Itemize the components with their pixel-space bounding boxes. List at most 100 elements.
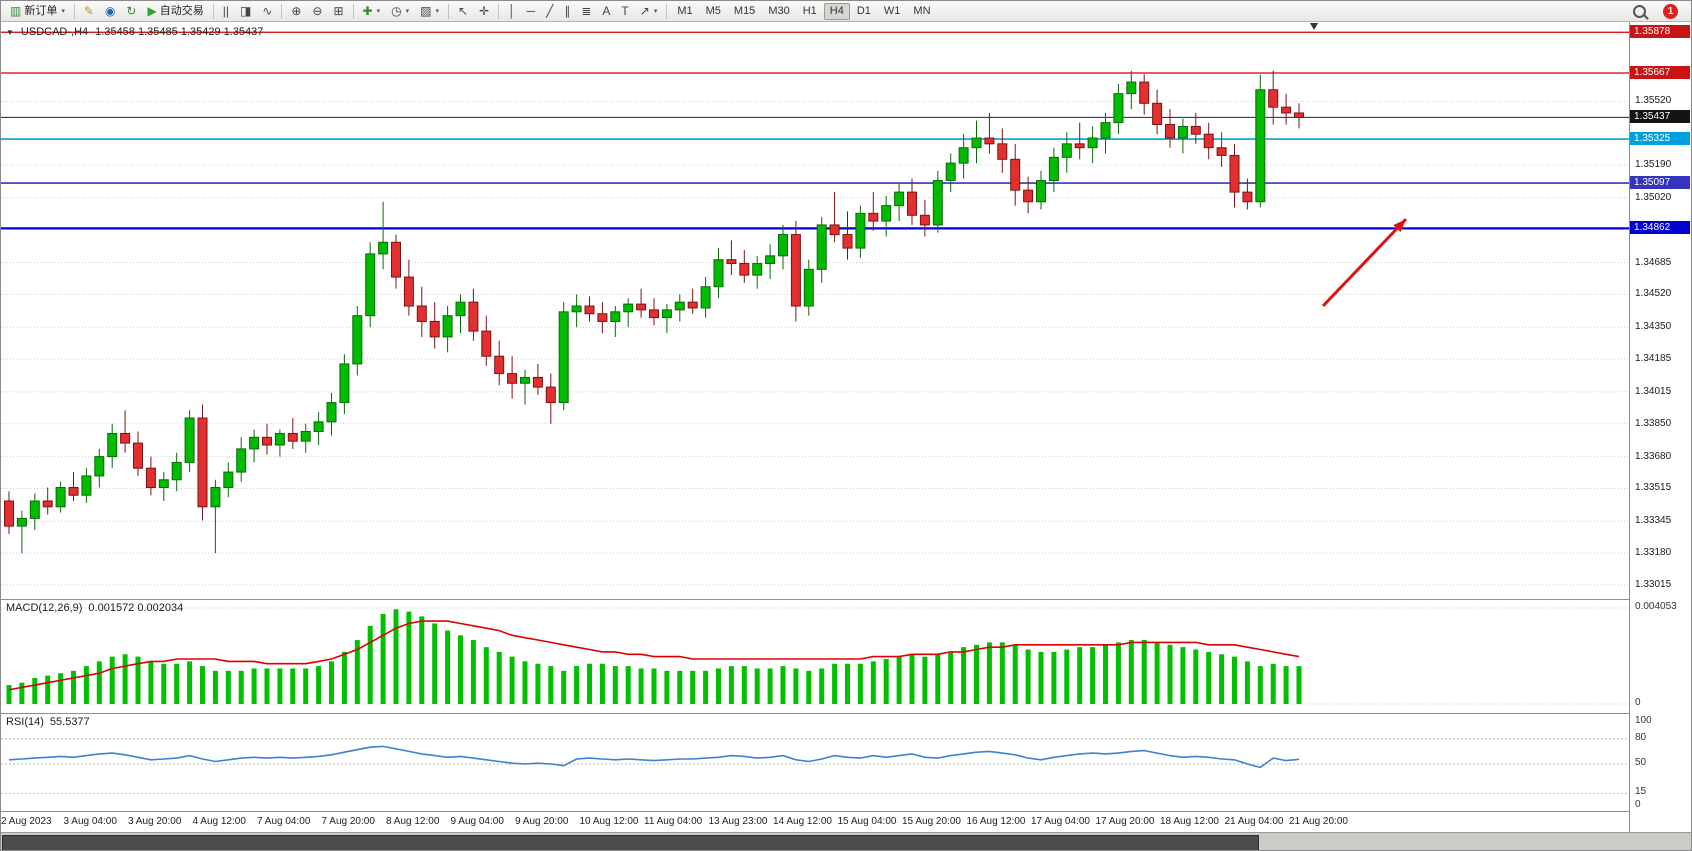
toolbar-right-group: 1 <box>1628 3 1689 20</box>
axis-tick-label: 0.004053 <box>1635 601 1677 612</box>
axis-tick-label: 100 <box>1635 715 1652 726</box>
new-order-button[interactable]: ▥ 新订单 ▾ <box>5 3 70 20</box>
time-axis-label: 9 Aug 04:00 <box>450 816 504 827</box>
chart-ohlc-values: 1.35458 1.35485 1.35429 1.35437 <box>95 26 264 38</box>
channel-icon[interactable]: ∥ <box>559 3 575 20</box>
zoom-out-icon[interactable]: ⊖ <box>307 3 327 20</box>
templates-icon[interactable]: ▨ ▾ <box>415 3 444 20</box>
line-chart-icon: ∿ <box>262 4 273 18</box>
toolbar-separator <box>498 3 500 19</box>
market-watch-icon: ◉ <box>104 4 116 18</box>
one-click-panel-toggle[interactable]: ▼ <box>6 27 14 37</box>
time-axis-label: 11 Aug 04:00 <box>644 816 703 827</box>
metaeditor-icon[interactable]: ✎ <box>79 3 99 20</box>
trendline-icon[interactable]: ╱ <box>541 3 558 20</box>
axis-tick-label: 1.33850 <box>1635 417 1672 429</box>
market-watch-icon[interactable]: ◉ <box>100 3 120 20</box>
toolbar-separator <box>212 3 214 19</box>
time-axis[interactable]: 2 Aug 2023 3 Aug 04:00 3 Aug 20:00 4 Aug 12… <box>1 811 1629 832</box>
axis-tick-label: 0 <box>1635 799 1641 810</box>
templates-icon: ▨ <box>420 4 432 18</box>
dropdown-caret-icon: ▾ <box>61 7 65 15</box>
red-arrow-annotation[interactable] <box>1321 218 1408 308</box>
indicators-icon[interactable]: ✚ ▾ <box>358 3 386 20</box>
price-level-box: 1.35097 <box>1630 176 1690 190</box>
rsi-chart[interactable] <box>1 714 1629 811</box>
refresh-icon: ↻ <box>126 4 137 18</box>
chart-header: ▼ USDCAD-,H4 1.35458 1.35485 1.35429 1.3… <box>6 26 263 38</box>
search-icon[interactable] <box>1628 3 1651 20</box>
indicators-icon: ✚ <box>362 4 373 18</box>
time-axis-label: 21 Aug 20:00 <box>1289 816 1348 827</box>
crosshair-icon[interactable]: ✛ <box>474 3 494 20</box>
time-axis-label: 7 Aug 04:00 <box>257 816 311 827</box>
periods-icon: ◷ <box>391 4 402 18</box>
axis-tick-label: 0 <box>1635 697 1641 708</box>
time-axis-label: 8 Aug 12:00 <box>386 816 440 827</box>
rsi-label: RSI(14) 55.5377 <box>6 716 90 728</box>
timeframe-m1[interactable]: M1 <box>671 3 698 20</box>
axis-tick-label: 15 <box>1635 786 1647 798</box>
refresh-icon[interactable]: ↻ <box>121 3 141 20</box>
notification-badge[interactable]: 1 <box>1658 3 1683 20</box>
price-chart[interactable] <box>1 22 1629 599</box>
price-axis[interactable]: 1.35520 1.35190 1.35020 1.34685 1.34520 1.343… <box>1629 22 1691 832</box>
arrows-icon[interactable]: ↗ ▾ <box>635 3 663 20</box>
periods-icon[interactable]: ◷ ▾ <box>386 3 414 20</box>
vertical-line-icon: │ <box>508 4 516 18</box>
timeframe-m5[interactable]: M5 <box>700 3 727 20</box>
bar-chart-icon[interactable]: || <box>218 3 234 20</box>
timeframe-m30[interactable]: M30 <box>762 3 795 20</box>
time-axis-label: 7 Aug 20:00 <box>321 816 375 827</box>
horizontal-line-icon[interactable]: ─ <box>522 3 541 20</box>
scrollbar-thumb[interactable] <box>2 835 1259 850</box>
autotrading-button[interactable]: ▶ 自动交易 <box>142 3 208 20</box>
axis-tick-label: 80 <box>1635 731 1647 743</box>
zoom-in-icon[interactable]: ⊕ <box>286 3 306 20</box>
horizontal-line-icon: ─ <box>526 4 536 18</box>
axis-tick-label: 1.33515 <box>1635 482 1672 494</box>
text-icon: A <box>602 4 611 18</box>
axis-tick-label: 1.35190 <box>1635 159 1672 171</box>
axis-tick-label: 1.35020 <box>1635 191 1672 203</box>
vertical-line-icon[interactable]: │ <box>503 3 521 20</box>
rsi-value: 55.5377 <box>49 716 90 728</box>
toolbar-separator <box>666 3 668 19</box>
zoom-in-icon: ⊕ <box>291 4 302 18</box>
fibonacci-icon[interactable]: ≣ <box>576 3 596 20</box>
macd-chart[interactable] <box>1 600 1629 713</box>
line-chart-icon[interactable]: ∿ <box>257 3 277 20</box>
horizontal-scrollbar[interactable] <box>1 832 1691 850</box>
zoom-out-icon: ⊖ <box>312 4 323 18</box>
cursor-icon[interactable]: ↖ <box>453 3 473 20</box>
toolbar-separator <box>447 3 449 19</box>
timeframe-m15[interactable]: M15 <box>728 3 761 20</box>
cursor-icon: ↖ <box>457 4 469 18</box>
new-order-button-label: 新订单 <box>24 4 58 17</box>
tile-windows-icon[interactable]: ⊞ <box>328 3 348 20</box>
candlestick-chart-icon[interactable]: ◨ <box>235 3 256 20</box>
metaeditor-icon: ✎ <box>83 4 94 18</box>
timeframe-w1[interactable]: W1 <box>878 3 907 20</box>
new-order-icon: ▥ <box>10 4 22 18</box>
time-axis-label: 18 Aug 12:00 <box>1160 816 1219 827</box>
macd-values: 0.001572 0.002034 <box>88 602 184 614</box>
toolbar: ▥ 新订单 ▾ ✎ ◉ ↻ ▶ 自动交易 || ◨ ∿ ⊕ ⊖ ⊞ ✚ ▾ ◷ ▾ ▨ ▾ ↖ ✛ │ ─ ╱ ∥ ≣ A T ↗ ▾ M1 M… <box>1 1 1691 22</box>
timeframe-d1[interactable]: D1 <box>851 3 877 20</box>
timeframe-h1[interactable]: H1 <box>797 3 823 20</box>
timeframe-mn[interactable]: MN <box>907 3 936 20</box>
text-label-icon[interactable]: T <box>616 3 633 20</box>
fibonacci-icon: ≣ <box>581 4 592 18</box>
time-axis-label: 3 Aug 20:00 <box>128 816 182 827</box>
dropdown-caret-icon: ▾ <box>376 7 381 15</box>
macd-pane: MACD(12,26,9) 0.001572 0.002034 <box>1 599 1629 713</box>
axis-tick-label: 1.33015 <box>1635 579 1672 590</box>
text-icon[interactable]: A <box>597 3 615 20</box>
text-label-icon: T <box>621 4 629 18</box>
toolbar-separator <box>73 3 75 19</box>
toolbar-separator <box>352 3 354 19</box>
price-level-box: 1.35437 <box>1630 110 1690 124</box>
timeframe-h4[interactable]: H4 <box>823 2 850 20</box>
axis-tick-label: 1.34015 <box>1635 385 1672 397</box>
dropdown-caret-icon: ▾ <box>405 7 410 15</box>
